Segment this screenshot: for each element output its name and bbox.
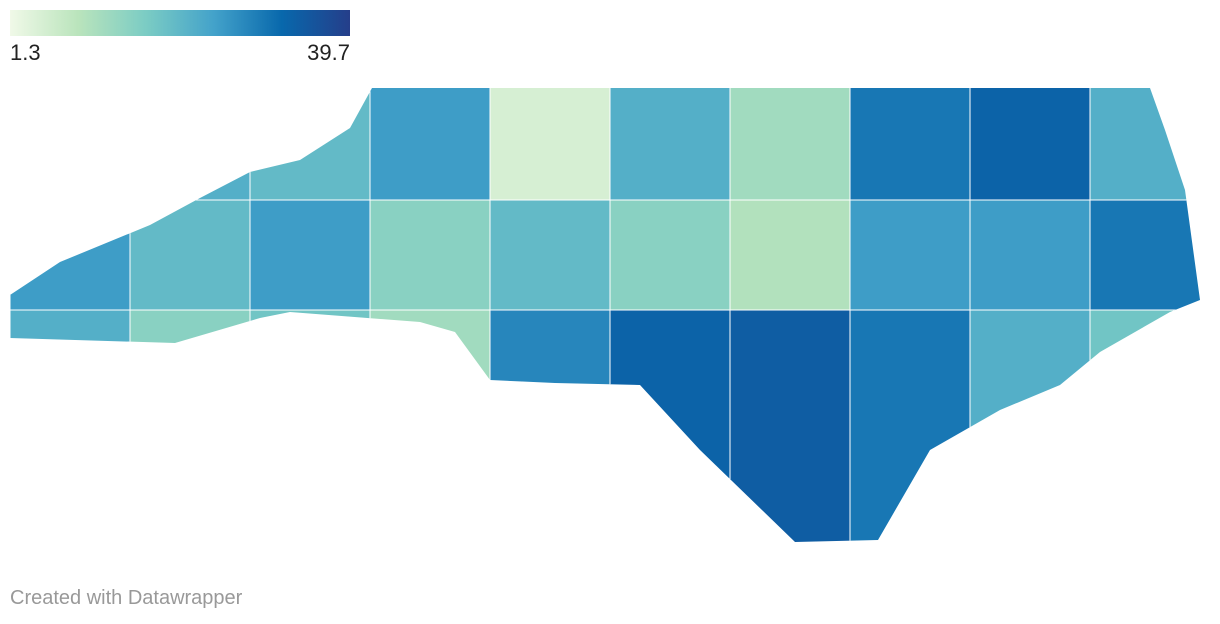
region [1089, 199, 1200, 311]
region [849, 199, 971, 311]
region [489, 199, 611, 311]
region [369, 88, 491, 201]
map [10, 88, 1200, 542]
region [609, 199, 731, 311]
legend-gradient [10, 10, 350, 36]
region [729, 309, 851, 542]
footer: Created with Datawrapper [10, 587, 243, 609]
region [849, 309, 971, 542]
region [129, 199, 251, 311]
region [969, 199, 1091, 311]
region [729, 199, 851, 311]
region [10, 199, 131, 311]
region [969, 88, 1091, 201]
region [1089, 88, 1200, 201]
region [729, 88, 851, 201]
region [129, 88, 251, 201]
legend-tick-label: 1.3 [10, 40, 41, 65]
region [369, 199, 491, 311]
region [249, 88, 371, 201]
legend-tick-label: 39.7 [307, 40, 350, 65]
region [489, 88, 611, 201]
region [609, 309, 731, 542]
region [249, 309, 371, 542]
region [489, 309, 611, 542]
region [129, 309, 251, 542]
region [10, 88, 131, 201]
region [10, 309, 131, 542]
region [369, 309, 491, 542]
region [249, 199, 371, 311]
region [969, 309, 1091, 542]
region [1089, 309, 1200, 542]
region [849, 88, 971, 201]
region [609, 88, 731, 201]
